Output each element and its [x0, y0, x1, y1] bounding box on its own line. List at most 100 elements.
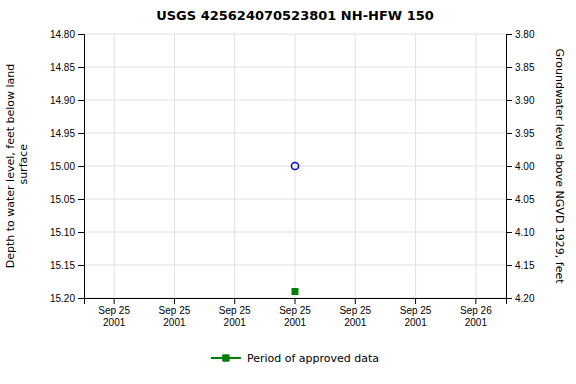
- y2-tick: 4.05: [506, 194, 535, 205]
- y-tick: 15.20: [50, 293, 84, 304]
- y-tick: 14.80: [50, 29, 84, 40]
- y2-tick: 3.85: [506, 62, 535, 73]
- x-tick-mark: [295, 298, 296, 304]
- y2-tick: 4.10: [506, 227, 535, 238]
- y2-tick-mark: [506, 199, 512, 200]
- y2-tick-mark: [506, 67, 512, 68]
- y-tick-mark: [78, 232, 84, 233]
- y2-tick: 3.90: [506, 95, 535, 106]
- y-tick-mark: [78, 265, 84, 266]
- x-tick: Sep 252001: [159, 298, 191, 328]
- y-tick-mark: [78, 67, 84, 68]
- y-tick-label: 14.80: [50, 29, 75, 40]
- y2-tick: 3.80: [506, 29, 535, 40]
- x-axis-line: [85, 299, 507, 305]
- grid-line: [234, 34, 235, 298]
- y-tick-mark: [78, 34, 84, 35]
- legend-label: Period of approved data: [247, 352, 379, 365]
- grid-line: [114, 34, 115, 298]
- grid: [84, 34, 506, 298]
- x-tick-mark: [234, 298, 235, 304]
- x-tick-mark: [174, 298, 175, 304]
- x-tick: Sep 252001: [98, 298, 130, 328]
- y2-tick: 4.15: [506, 260, 535, 271]
- y2-tick-mark: [506, 166, 512, 167]
- y2-tick: 3.95: [506, 128, 535, 139]
- y2-tick-mark: [506, 265, 512, 266]
- legend: Period of approved data: [211, 352, 379, 365]
- y2-tick-label: 4.20: [515, 293, 535, 304]
- marks: [291, 162, 298, 294]
- y-tick: 14.90: [50, 95, 84, 106]
- point: [291, 162, 298, 169]
- x-tick-mark: [415, 298, 416, 304]
- y2-tick-label: 4.10: [515, 227, 535, 238]
- x-tick-label: Sep 252001: [98, 305, 130, 328]
- y-tick-label: 14.85: [50, 62, 75, 73]
- y-axis-line: [78, 35, 85, 299]
- y-tick-mark: [78, 100, 84, 101]
- y2-tick: 4.00: [506, 161, 535, 172]
- x-tick: Sep 252001: [339, 298, 371, 328]
- y2-tick-label: 3.80: [515, 29, 535, 40]
- y2-tick-label: 3.95: [515, 128, 535, 139]
- y2-axis-title: Groundwater level above NGVD 1929, feet: [553, 48, 566, 284]
- grid-line: [174, 34, 175, 298]
- x-axis: Sep 252001 Sep 252001 Sep 252001 Sep 252001…: [85, 298, 507, 328]
- y2-tick-mark: [506, 100, 512, 101]
- y2-tick-mark: [506, 34, 512, 35]
- grid-line: [415, 34, 416, 298]
- y2-tick-label: 4.05: [515, 194, 535, 205]
- x-tick-label: Sep 252001: [279, 305, 311, 328]
- x-tick-label: Sep 262001: [460, 305, 492, 328]
- y-tick-mark: [78, 166, 84, 167]
- y2-tick-label: 4.00: [515, 161, 535, 172]
- y2-axis: 3.80 3.85 3.90 3.95 4.00 4.05 4.10 4.15 4.20: [506, 29, 535, 304]
- y-tick-mark: [78, 133, 84, 134]
- point: [292, 289, 297, 294]
- y-tick: 15.00: [50, 161, 84, 172]
- y2-tick-mark: [506, 232, 512, 233]
- legend-marker: [223, 355, 229, 361]
- y2-tick-mark: [506, 133, 512, 134]
- x-tick-label: Sep 252001: [339, 305, 371, 328]
- y-tick-label: 15.20: [50, 293, 75, 304]
- y2-tick-label: 4.15: [515, 260, 535, 271]
- y-tick: 14.95: [50, 128, 84, 139]
- x-tick-mark: [114, 298, 115, 304]
- x-tick: Sep 252001: [219, 298, 251, 328]
- grid-line: [295, 34, 296, 298]
- x-tick-label: Sep 252001: [159, 305, 191, 328]
- y-tick: 14.85: [50, 62, 84, 73]
- chart: Sep 252001 Sep 252001 Sep 252001 Sep 252001…: [0, 0, 576, 384]
- y-tick: 15.10: [50, 227, 84, 238]
- x-tick-mark: [355, 298, 356, 304]
- x-tick: Sep 262001: [460, 298, 492, 328]
- y-axis-title: Depth to water level, feet below land su…: [4, 64, 30, 269]
- plot: Sep 252001 Sep 252001 Sep 252001 Sep 252001…: [4, 29, 566, 328]
- y2-tick: 4.20: [506, 293, 535, 304]
- x-tick-label: Sep 252001: [219, 305, 251, 328]
- y-tick-label: 15.05: [50, 194, 75, 205]
- title: USGS 425624070523801 NH-HFW 150: [156, 8, 434, 23]
- y-tick-label: 15.00: [50, 161, 75, 172]
- x-tick: Sep 252001: [400, 298, 432, 328]
- y-tick-mark: [78, 199, 84, 200]
- grid-line: [475, 34, 476, 298]
- y2-tick-label: 3.90: [515, 95, 535, 106]
- grid-line: [355, 34, 356, 298]
- y-tick-label: 15.15: [50, 260, 75, 271]
- y-tick-label: 14.95: [50, 128, 75, 139]
- y-tick-label: 14.90: [50, 95, 75, 106]
- legend-item: Period of approved data: [211, 352, 379, 365]
- y-tick: 15.15: [50, 260, 84, 271]
- x-tick-mark: [475, 298, 476, 304]
- x-tick-label: Sep 252001: [400, 305, 432, 328]
- y-axis: 14.80 14.85 14.90 14.95 15.00 15.05 15.10 15.15…: [50, 29, 85, 304]
- y2-axis-line: [507, 35, 513, 299]
- y2-tick-mark: [506, 298, 512, 299]
- y-tick: 15.05: [50, 194, 84, 205]
- y-tick-label: 15.10: [50, 227, 75, 238]
- x-tick: Sep 252001: [279, 298, 311, 328]
- y-tick-mark: [78, 298, 84, 299]
